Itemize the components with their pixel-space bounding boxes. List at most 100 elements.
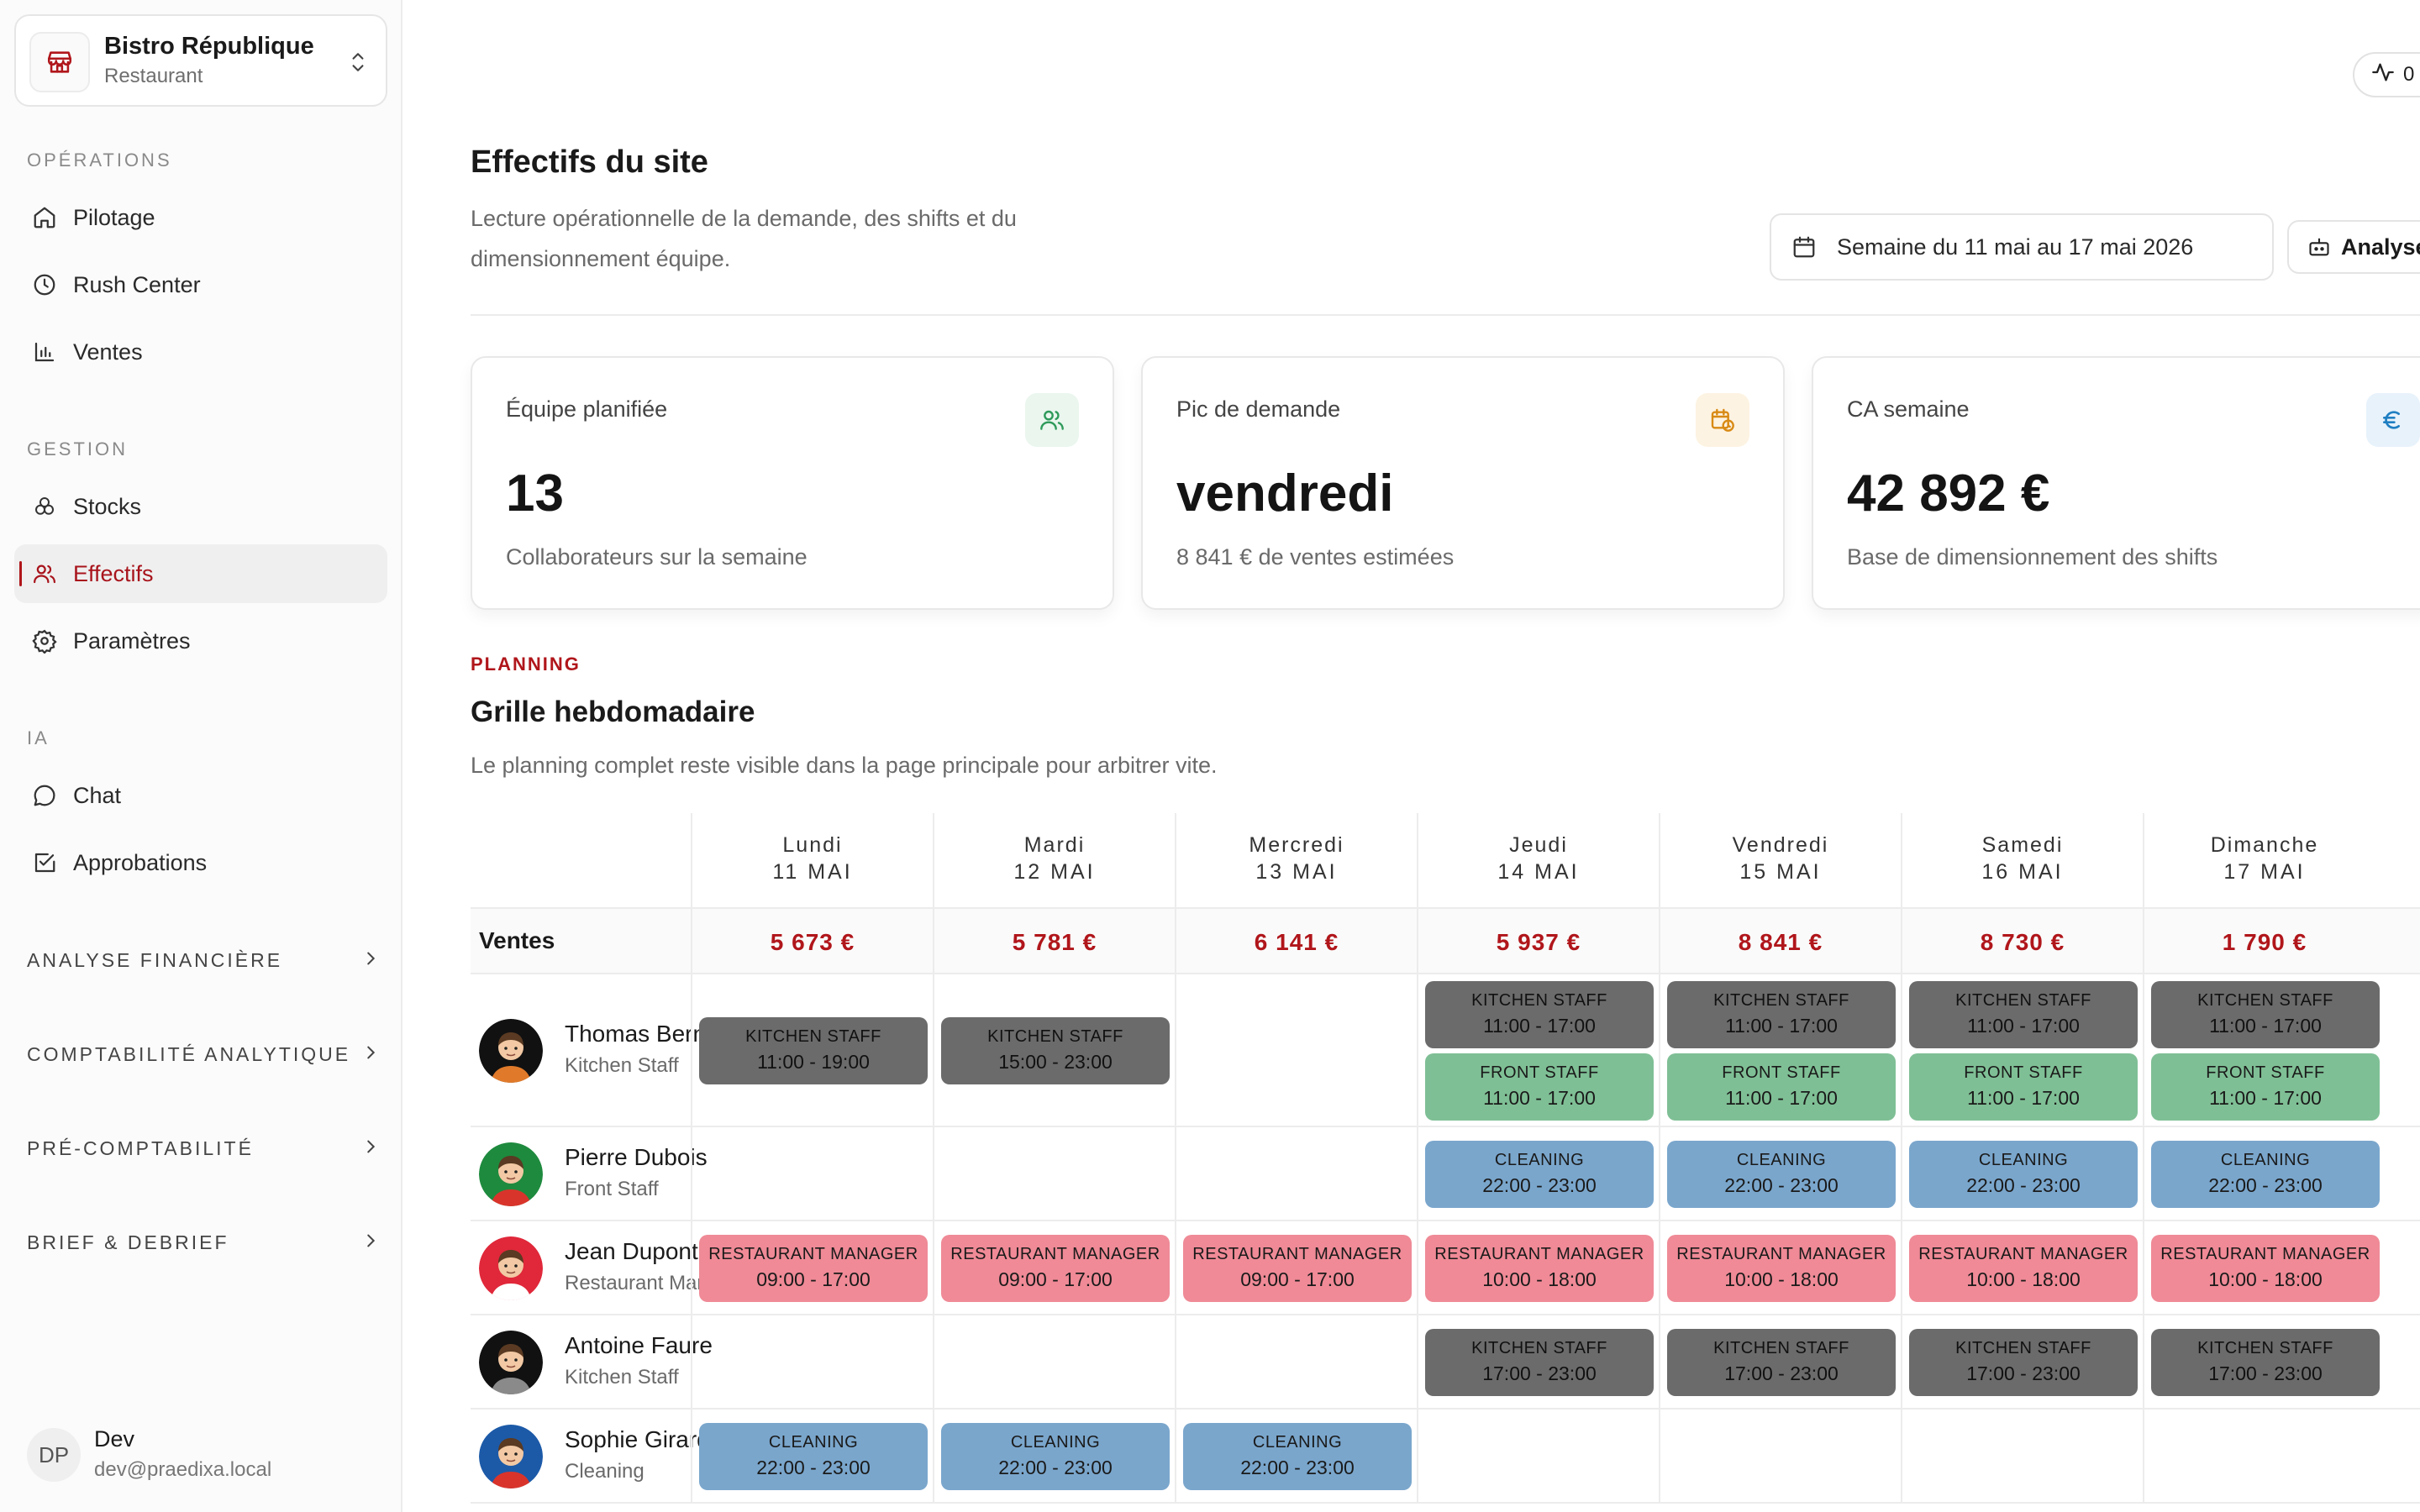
shift-block[interactable]: CLEANING 22:00 - 23:00: [1183, 1423, 1412, 1490]
day-header: Vendredi 15 MAI: [1659, 813, 1901, 907]
shift-block[interactable]: KITCHEN STAFF 15:00 - 23:00: [941, 1017, 1170, 1084]
shift-block[interactable]: CLEANING 22:00 - 23:00: [1667, 1141, 1896, 1208]
kpi-desc: Base de dimensionnement des shifts: [1847, 544, 2218, 570]
day-cell: CLEANING 22:00 - 23:00: [1659, 1127, 1901, 1221]
day-cell: KITCHEN STAFF 17:00 - 23:00: [2143, 1315, 2385, 1410]
shift-role: RESTAURANT MANAGER: [1192, 1245, 1402, 1263]
shift-time: 11:00 - 19:00: [757, 1051, 870, 1073]
shift-block[interactable]: CLEANING 22:00 - 23:00: [1425, 1141, 1654, 1208]
org-switcher[interactable]: Bistro République Restaurant: [14, 14, 387, 107]
day-cell: [1175, 1315, 1417, 1410]
sidebar-item-effectifs[interactable]: Effectifs: [14, 544, 387, 603]
shift-block[interactable]: KITCHEN STAFF 17:00 - 23:00: [1425, 1329, 1654, 1396]
group-label: PRÉ-COMPTABILITÉ: [27, 1137, 254, 1159]
day-cell: RESTAURANT MANAGER 10:00 - 18:00: [1659, 1221, 1901, 1315]
sidebar-item-rush-center[interactable]: Rush Center: [14, 255, 387, 314]
user-profile[interactable]: DP Dev dev@praedixa.local: [27, 1426, 271, 1482]
shift-block[interactable]: KITCHEN STAFF 17:00 - 23:00: [2151, 1329, 2380, 1396]
activity-button[interactable]: 0: [2353, 52, 2420, 97]
day-cell: [1901, 1410, 2143, 1504]
shift-block[interactable]: FRONT STAFF 11:00 - 17:00: [2151, 1053, 2380, 1121]
group-pre-comptabilite[interactable]: PRÉ-COMPTABILITÉ: [27, 1127, 380, 1169]
kpi-card-pic: Pic de demande vendredi 8 841 € de vente…: [1141, 356, 1785, 610]
avatar: DP: [27, 1428, 81, 1482]
shift-time: 17:00 - 23:00: [2208, 1362, 2323, 1384]
day-cell: KITCHEN STAFF 17:00 - 23:00: [1659, 1315, 1901, 1410]
day-cell: [1417, 1410, 1659, 1504]
shift-time: 17:00 - 23:00: [1724, 1362, 1839, 1384]
shift-block[interactable]: RESTAURANT MANAGER 09:00 - 17:00: [1183, 1235, 1412, 1302]
day-cell: KITCHEN STAFF 11:00 - 19:00: [691, 974, 933, 1127]
group-brief-debrief[interactable]: BRIEF & DEBRIEF: [27, 1221, 380, 1263]
users-icon: [1025, 393, 1079, 447]
analyse-button[interactable]: Analyse: [2287, 220, 2420, 274]
shift-time: 11:00 - 17:00: [2209, 1015, 2322, 1037]
employee-role: Kitchen Staff: [565, 1366, 679, 1389]
kpi-title: Équipe planifiée: [506, 396, 668, 422]
employee-row: Sophie Girard Cleaning CLEANING 22:00 - 23:…: [471, 1410, 2420, 1504]
employee-role: Kitchen Staff: [565, 1054, 679, 1077]
day-name: Dimanche: [2210, 833, 2319, 857]
sidebar-item-parametres[interactable]: Paramètres: [14, 612, 387, 670]
shift-block[interactable]: RESTAURANT MANAGER 10:00 - 18:00: [1425, 1235, 1654, 1302]
sidebar-item-label: Pilotage: [73, 204, 155, 230]
chevrons-up-down-icon: [347, 48, 369, 81]
chevron-right-icon: [361, 1043, 380, 1066]
sidebar-item-label: Stocks: [73, 493, 142, 519]
sidebar-item-pilotage[interactable]: Pilotage: [14, 188, 387, 247]
shift-role: KITCHEN STAFF: [987, 1027, 1123, 1046]
day-cell: [933, 1127, 1175, 1221]
shift-block[interactable]: KITCHEN STAFF 11:00 - 17:00: [2151, 981, 2380, 1048]
shift-role: RESTAURANT MANAGER: [1676, 1245, 1886, 1263]
shift-block[interactable]: KITCHEN STAFF 11:00 - 17:00: [1909, 981, 2138, 1048]
day-header: Dimanche 17 MAI: [2143, 813, 2385, 907]
shift-block[interactable]: RESTAURANT MANAGER 10:00 - 18:00: [1909, 1235, 2138, 1302]
shift-block[interactable]: RESTAURANT MANAGER 10:00 - 18:00: [2151, 1235, 2380, 1302]
sidebar-item-label: Ventes: [73, 339, 143, 365]
sales-value: 8 841 €: [1659, 909, 1901, 976]
shift-block[interactable]: CLEANING 22:00 - 23:00: [941, 1423, 1170, 1490]
sidebar-item-approbations[interactable]: Approbations: [14, 833, 387, 892]
avatar: [479, 1425, 543, 1488]
home-icon: [28, 201, 61, 234]
day-cell: KITCHEN STAFF 11:00 - 17:00 FRONT STAFF 11:…: [1417, 974, 1659, 1127]
users-icon: [28, 557, 61, 591]
shift-block[interactable]: FRONT STAFF 11:00 - 17:00: [1909, 1053, 2138, 1121]
day-date: 12 MAI: [1013, 860, 1096, 884]
avatar: [479, 1236, 543, 1300]
shift-block[interactable]: FRONT STAFF 11:00 - 17:00: [1425, 1053, 1654, 1121]
shift-block[interactable]: KITCHEN STAFF 11:00 - 17:00: [1667, 981, 1896, 1048]
day-cell: KITCHEN STAFF 17:00 - 23:00: [1417, 1315, 1659, 1410]
day-cell: [933, 1315, 1175, 1410]
shift-block[interactable]: FRONT STAFF 11:00 - 17:00: [1667, 1053, 1896, 1121]
shift-block[interactable]: CLEANING 22:00 - 23:00: [699, 1423, 928, 1490]
shift-block[interactable]: CLEANING 22:00 - 23:00: [1909, 1141, 2138, 1208]
sidebar-item-stocks[interactable]: Stocks: [14, 477, 387, 536]
week-picker[interactable]: Semaine du 11 mai au 17 mai 2026: [1770, 213, 2274, 281]
kpi-card-ca: CA semaine 42 892 € Base de dimensionnem…: [1812, 356, 2420, 610]
sidebar-item-chat[interactable]: Chat: [14, 766, 387, 825]
group-label: ANALYSE FINANCIÈRE: [27, 948, 283, 971]
shift-block[interactable]: KITCHEN STAFF 17:00 - 23:00: [1909, 1329, 2138, 1396]
shift-block[interactable]: KITCHEN STAFF 17:00 - 23:00: [1667, 1329, 1896, 1396]
shift-time: 11:00 - 17:00: [1725, 1015, 1838, 1037]
sidebar-item-label: Effectifs: [73, 560, 154, 586]
sales-value: 1 790 €: [2143, 909, 2385, 976]
employee-name: Antoine Faure: [565, 1332, 713, 1358]
day-cell: CLEANING 22:00 - 23:00: [933, 1410, 1175, 1504]
sales-value: 5 673 €: [691, 909, 933, 976]
group-analyse-financiere[interactable]: ANALYSE FINANCIÈRE: [27, 939, 380, 981]
sidebar: Bistro République Restaurant OPÉRATIONS …: [0, 0, 402, 1512]
shift-block[interactable]: RESTAURANT MANAGER 09:00 - 17:00: [699, 1235, 928, 1302]
shift-block[interactable]: CLEANING 22:00 - 23:00: [2151, 1141, 2380, 1208]
shift-time: 17:00 - 23:00: [1482, 1362, 1597, 1384]
sales-row: Ventes 5 673 €5 781 €6 141 €5 937 €8 841 …: [471, 907, 2420, 976]
shift-block[interactable]: KITCHEN STAFF 11:00 - 17:00: [1425, 981, 1654, 1048]
sidebar-item-label: Chat: [73, 782, 122, 808]
shift-block[interactable]: RESTAURANT MANAGER 10:00 - 18:00: [1667, 1235, 1896, 1302]
shift-block[interactable]: KITCHEN STAFF 11:00 - 19:00: [699, 1017, 928, 1084]
shift-block[interactable]: RESTAURANT MANAGER 09:00 - 17:00: [941, 1235, 1170, 1302]
employee-name: Pierre Dubois: [565, 1144, 708, 1170]
group-comptabilite-analytique[interactable]: COMPTABILITÉ ANALYTIQUE: [27, 1033, 380, 1075]
sidebar-item-ventes[interactable]: Ventes: [14, 323, 387, 381]
